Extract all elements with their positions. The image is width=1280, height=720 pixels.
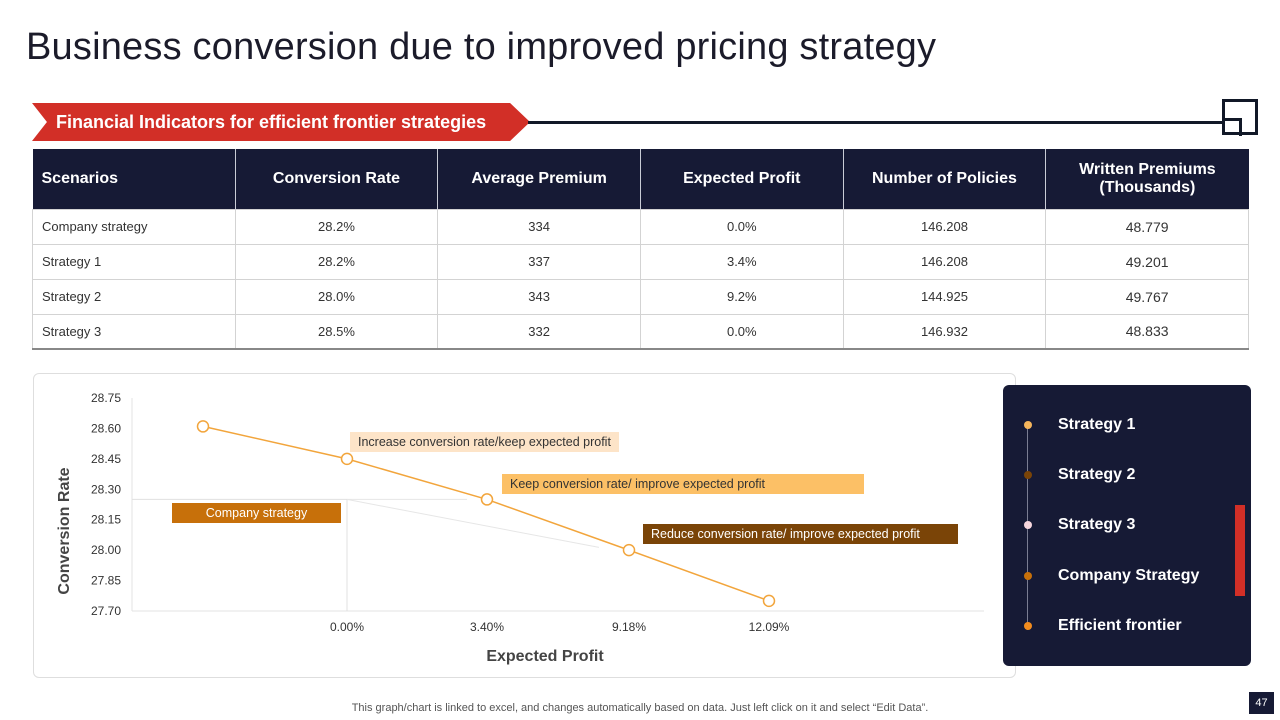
legend-label: Strategy 2 [1058,466,1136,483]
data-point [196,420,210,433]
header-average-premium: Average Premium [437,149,641,209]
page-number: 47 [1249,692,1274,714]
header-scenarios: Scenarios [32,149,236,209]
footnote: This graph/chart is linked to excel, and… [351,702,929,714]
y-tick-label: 27.85 [91,574,121,588]
header-conversion-rate: Conversion Rate [235,149,439,209]
legend-label: Company Strategy [1058,567,1200,584]
section-banner: Financial Indicators for efficient front… [32,103,530,141]
y-tick-label: 28.60 [91,421,121,435]
x-tick-label: 12.09% [749,620,790,634]
data-point [622,543,636,557]
x-tick-label: 3.40% [470,620,504,634]
legend-label: Strategy 1 [1058,416,1136,433]
cell-scenario: Strategy 2 [32,278,236,315]
y-tick-label: 28.15 [91,513,121,527]
legend-item-efficient-frontier: Efficient frontier [1003,615,1251,639]
annotation-reduce-conversion: Reduce conversion rate/ improve expected… [643,524,958,544]
cell-conversion-rate: 28.0% [234,278,439,315]
cell-scenario: Company strategy [32,208,236,245]
cell-number-of-policies: 146.208 [842,243,1047,280]
cell-expected-profit: 9.2% [639,278,844,315]
cell-written-premiums: 49.201 [1045,243,1249,280]
banner-text: Financial Indicators for efficient front… [56,112,487,132]
data-point [480,493,494,506]
cell-expected-profit: 3.4% [639,243,844,280]
legend-dot-icon [1024,421,1032,429]
table-row: Strategy 1 28.2% 337 3.4% 146.208 49.201 [32,243,1249,280]
table-row: Strategy 2 28.0% 343 9.2% 144.925 49.767 [32,278,1249,315]
data-point [340,452,354,466]
legend-dot-icon [1024,521,1032,529]
page-title: Business conversion due to improved pric… [26,26,937,68]
cell-expected-profit: 0.0% [639,208,844,245]
header-written-premiums: Written Premiums (Thousands) [1045,149,1249,209]
table-header-row: Scenarios Conversion Rate Average Premiu… [32,149,1249,209]
cell-average-premium: 334 [437,208,641,245]
cell-scenario: Strategy 3 [32,313,236,350]
banner-divider [528,121,1240,124]
y-tick-label: 28.45 [91,452,121,466]
legend-item-strategy-3: Strategy 3 [1003,514,1251,538]
cell-conversion-rate: 28.2% [234,208,439,245]
y-tick-label: 28.00 [91,543,121,557]
cell-written-premiums: 48.833 [1045,313,1249,350]
cell-written-premiums: 48.779 [1045,208,1249,245]
efficient-frontier-chart[interactable]: 28.75 28.60 28.45 28.30 28.15 28.00 27.85 27.70… [34,374,1017,679]
header-number-of-policies: Number of Policies [843,149,1047,209]
header-expected-profit: Expected Profit [640,149,844,209]
chart-container[interactable]: 28.75 28.60 28.45 28.30 28.15 28.00 27.85 27.70… [33,373,1016,678]
y-tick-label: 27.70 [91,604,121,618]
x-tick-label: 9.18% [612,620,646,634]
financial-indicators-table: Scenarios Conversion Rate Average Premiu… [32,149,1249,350]
x-axis-title: Expected Profit [486,648,604,665]
cell-number-of-policies: 144.925 [842,278,1047,315]
table-row: Company strategy 28.2% 334 0.0% 146.208 … [32,208,1249,245]
legend-item-strategy-1: Strategy 1 [1003,414,1251,438]
y-tick-label: 28.30 [91,482,121,496]
corner-decoration-icon [1222,99,1258,136]
cell-scenario: Strategy 1 [32,243,236,280]
legend-panel: Strategy 1 Strategy 2 Strategy 3 Company… [1003,385,1251,666]
annotation-company-strategy: Company strategy [172,503,341,523]
legend-label: Strategy 3 [1058,516,1136,533]
legend-dot-icon [1024,471,1032,479]
legend-item-strategy-2: Strategy 2 [1003,464,1251,488]
legend-label: Efficient frontier [1058,617,1182,634]
cell-average-premium: 343 [437,278,641,315]
cell-number-of-policies: 146.932 [842,313,1047,350]
annotation-increase-conversion: Increase conversion rate/keep expected p… [350,432,619,452]
cell-average-premium: 337 [437,243,641,280]
legend-accent-bar [1235,505,1245,596]
x-tick-label: 0.00% [330,620,364,634]
cell-number-of-policies: 146.208 [842,208,1047,245]
annotation-keep-conversion: Keep conversion rate/ improve expected p… [502,474,864,494]
cell-conversion-rate: 28.2% [234,243,439,280]
cell-conversion-rate: 28.5% [234,313,439,350]
cell-written-premiums: 49.767 [1045,278,1249,315]
legend-dot-icon [1024,622,1032,630]
legend-item-company-strategy: Company Strategy [1003,565,1251,589]
y-tick-label: 28.75 [91,391,121,405]
table-row: Strategy 3 28.5% 332 0.0% 146.932 48.833 [32,313,1249,350]
reference-arrow-diagonal [346,498,600,548]
data-point [762,594,776,608]
cell-average-premium: 332 [437,313,641,350]
cell-expected-profit: 0.0% [639,313,844,350]
legend-dot-icon [1024,572,1032,580]
y-axis-title: Conversion Rate [56,467,73,594]
